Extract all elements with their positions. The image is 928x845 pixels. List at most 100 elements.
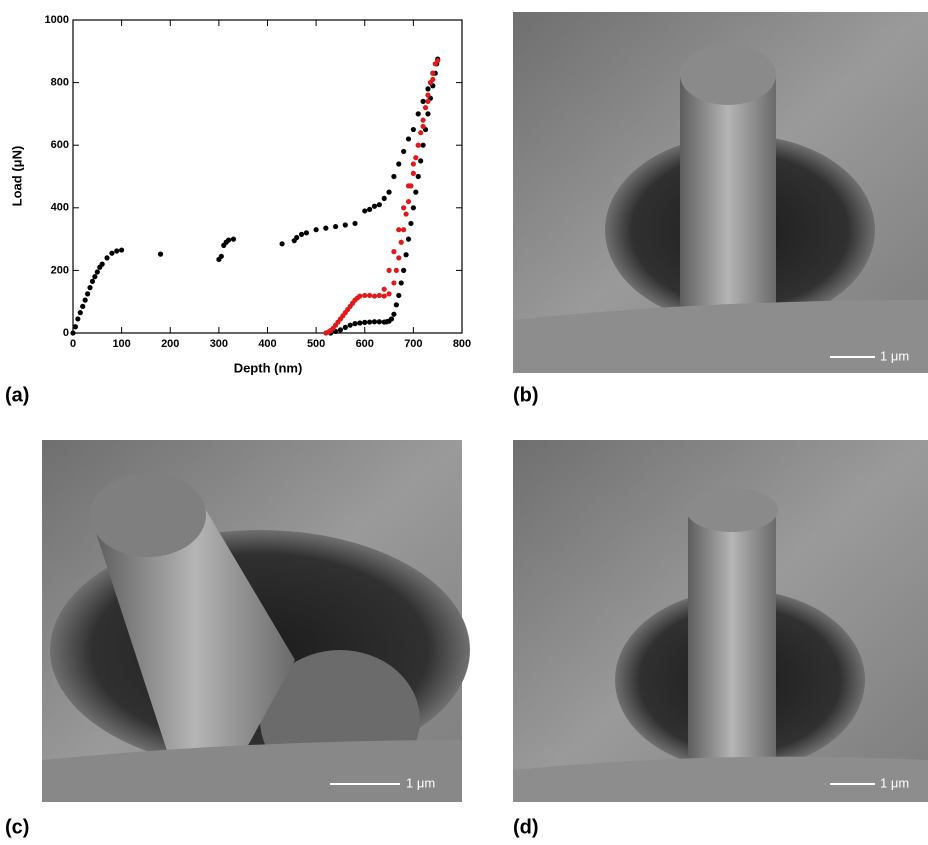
data-point bbox=[394, 302, 399, 307]
data-point bbox=[219, 254, 224, 259]
data-point bbox=[396, 227, 401, 232]
data-point bbox=[104, 255, 109, 260]
x-tick-label: 400 bbox=[258, 338, 276, 350]
data-point bbox=[382, 319, 387, 324]
data-point bbox=[377, 319, 382, 324]
data-point bbox=[73, 324, 78, 329]
data-point bbox=[90, 279, 95, 284]
data-point bbox=[343, 325, 348, 330]
plot-frame bbox=[73, 20, 462, 333]
y-tick-label: 200 bbox=[51, 264, 69, 276]
data-point bbox=[231, 237, 236, 242]
data-point bbox=[95, 269, 100, 274]
data-point bbox=[357, 320, 362, 325]
y-tick-label: 800 bbox=[51, 77, 69, 89]
data-point bbox=[411, 171, 416, 176]
y-tick-label: 0 bbox=[63, 327, 69, 339]
scale-bar-label: 1 μm bbox=[880, 348, 909, 363]
data-point bbox=[425, 86, 430, 91]
panel-label: (a) bbox=[5, 384, 29, 406]
data-point bbox=[391, 280, 396, 285]
data-point bbox=[352, 321, 357, 326]
data-point bbox=[92, 274, 97, 279]
data-point bbox=[399, 240, 404, 245]
data-point bbox=[411, 205, 416, 210]
data-point bbox=[408, 221, 413, 226]
data-point bbox=[80, 304, 85, 309]
data-point bbox=[78, 310, 83, 315]
data-point bbox=[396, 161, 401, 166]
data-point bbox=[83, 298, 88, 303]
x-tick-label: 0 bbox=[70, 338, 76, 350]
y-axis-label: Load (μN) bbox=[9, 146, 24, 207]
data-point bbox=[425, 99, 430, 104]
data-point bbox=[367, 293, 372, 298]
y-tick-label: 600 bbox=[51, 139, 69, 151]
x-tick-label: 300 bbox=[210, 338, 228, 350]
x-axis-label: Depth (nm) bbox=[234, 360, 303, 375]
data-point bbox=[403, 252, 408, 257]
data-point bbox=[372, 204, 377, 209]
data-point bbox=[299, 232, 304, 237]
data-point bbox=[386, 291, 391, 296]
data-point bbox=[343, 222, 348, 227]
data-point bbox=[406, 136, 411, 141]
panel-label: (d) bbox=[513, 816, 539, 838]
data-point bbox=[423, 105, 428, 110]
data-point bbox=[408, 183, 413, 188]
scale-bar-label: 1 μm bbox=[406, 775, 435, 790]
data-point bbox=[418, 158, 423, 163]
data-point bbox=[413, 155, 418, 160]
data-point bbox=[416, 174, 421, 179]
x-tick-label: 200 bbox=[161, 338, 179, 350]
data-point bbox=[348, 323, 353, 328]
data-point bbox=[401, 227, 406, 232]
data-point bbox=[411, 161, 416, 166]
data-point bbox=[401, 149, 406, 154]
data-point bbox=[391, 312, 396, 317]
data-point bbox=[401, 205, 406, 210]
figure: 1 μm 1 μm 1 μm (a) (b) (c) (d) Depth (nm… bbox=[0, 0, 928, 840]
sem-image-d bbox=[513, 440, 928, 802]
panel-label: (b) bbox=[513, 384, 539, 406]
data-point bbox=[114, 248, 119, 253]
sem-image-c bbox=[42, 440, 470, 802]
data-point bbox=[158, 252, 163, 257]
data-point bbox=[396, 293, 401, 298]
data-point bbox=[430, 71, 435, 76]
data-point bbox=[433, 61, 438, 66]
data-point bbox=[323, 226, 328, 231]
data-point bbox=[382, 196, 387, 201]
x-tick-label: 100 bbox=[112, 338, 130, 350]
data-point bbox=[362, 208, 367, 213]
data-point bbox=[416, 143, 421, 148]
data-point bbox=[372, 319, 377, 324]
x-tick-label: 500 bbox=[307, 338, 325, 350]
data-point bbox=[362, 293, 367, 298]
data-point bbox=[425, 93, 430, 98]
data-point bbox=[119, 247, 124, 252]
data-point bbox=[367, 207, 372, 212]
x-tick-label: 800 bbox=[453, 338, 471, 350]
data-point bbox=[362, 320, 367, 325]
data-point bbox=[382, 293, 387, 298]
data-point bbox=[421, 124, 426, 129]
data-point bbox=[406, 199, 411, 204]
data-point bbox=[338, 327, 343, 332]
data-point bbox=[352, 221, 357, 226]
y-tick-label: 400 bbox=[51, 202, 69, 214]
data-point bbox=[399, 280, 404, 285]
data-point bbox=[391, 249, 396, 254]
data-point bbox=[396, 255, 401, 260]
data-point bbox=[382, 287, 387, 292]
data-point bbox=[406, 237, 411, 242]
data-point bbox=[428, 80, 433, 85]
data-point bbox=[421, 118, 426, 123]
scale-bar-label: 1 μm bbox=[880, 775, 909, 790]
sem-image-b bbox=[513, 12, 928, 373]
data-point bbox=[377, 202, 382, 207]
data-point bbox=[391, 174, 396, 179]
data-point bbox=[425, 111, 430, 116]
data-point bbox=[85, 291, 90, 296]
data-point bbox=[394, 268, 399, 273]
